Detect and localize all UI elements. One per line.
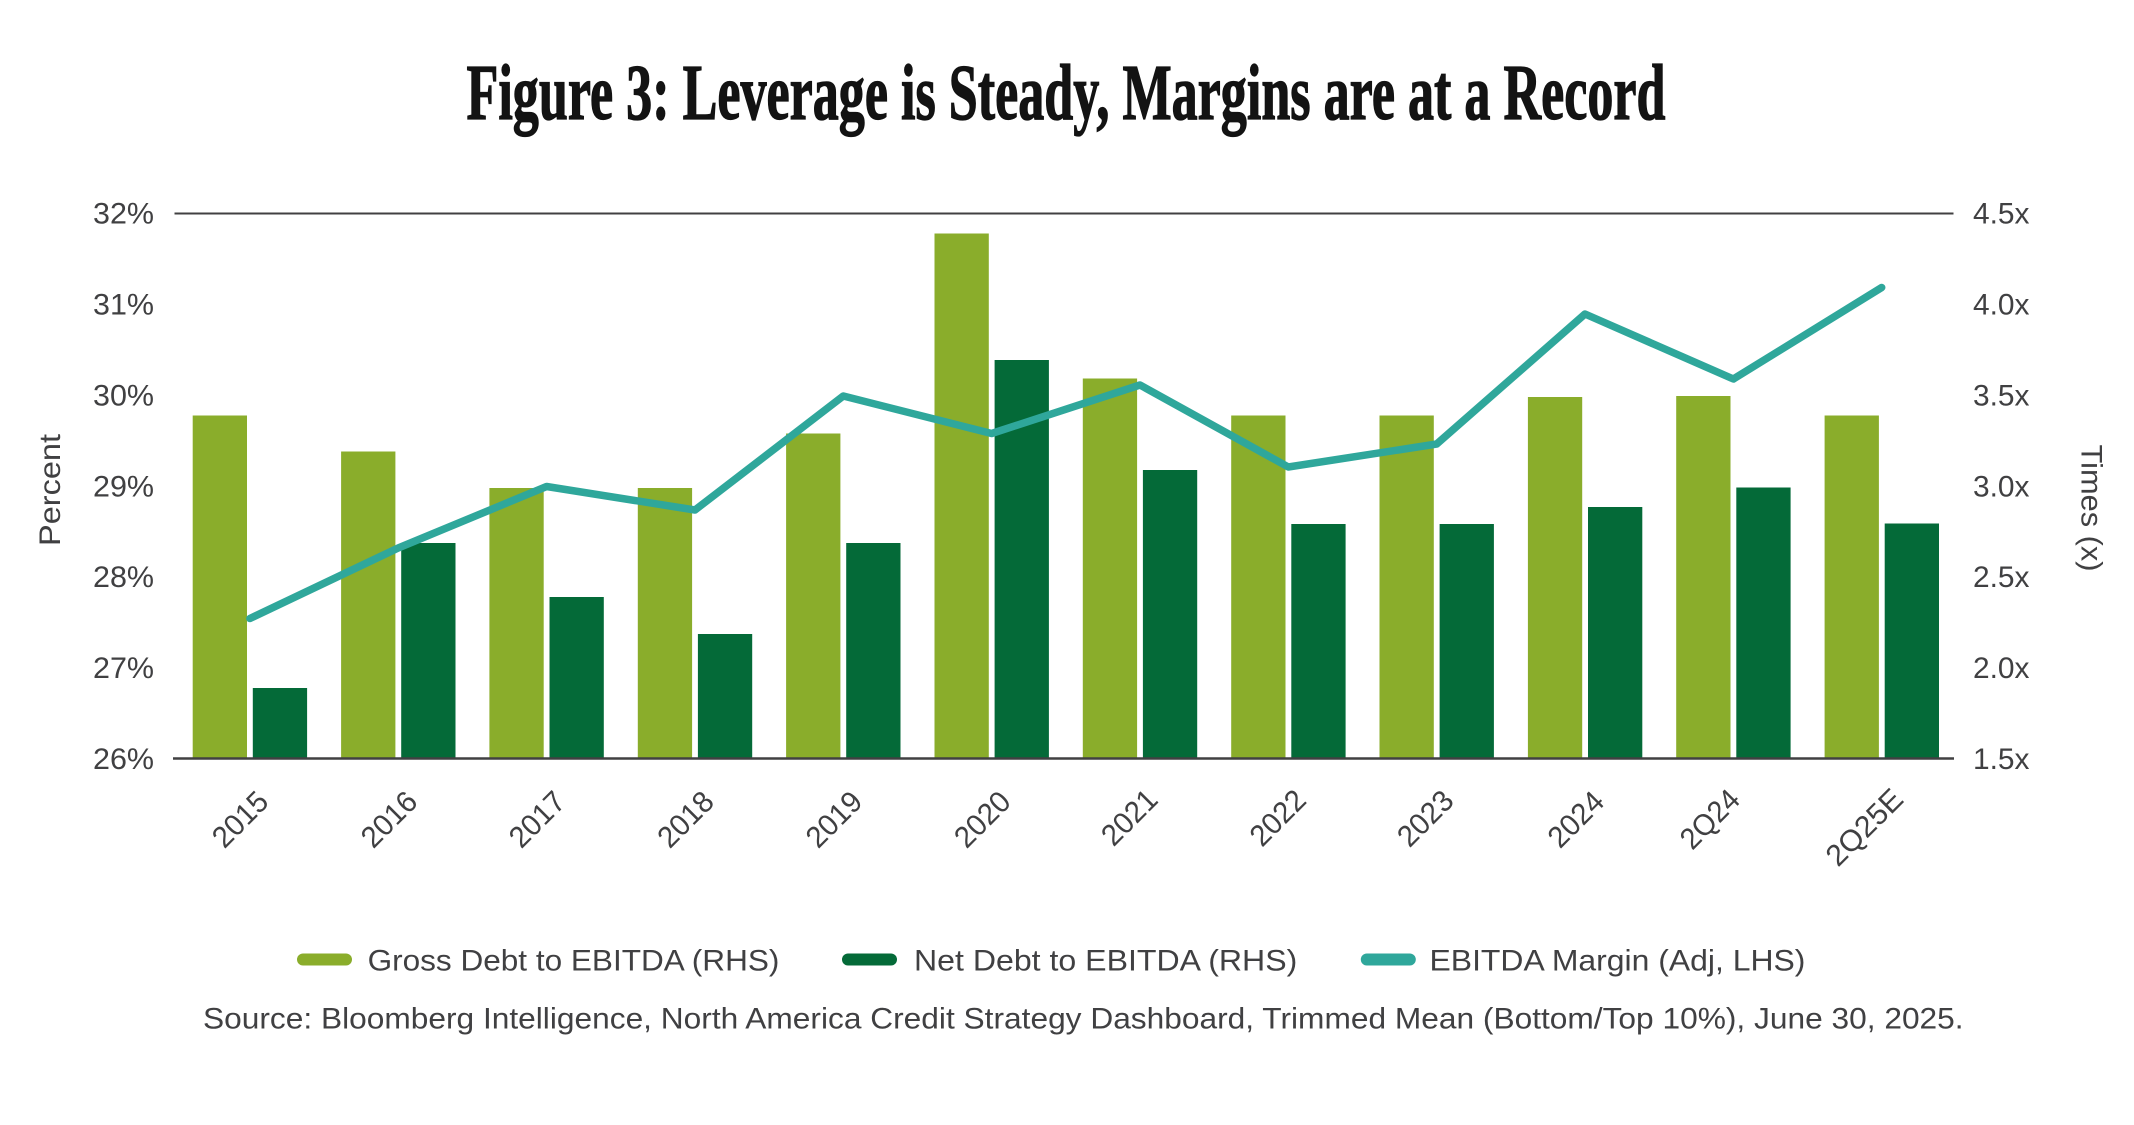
svg-text:31%: 31%	[93, 288, 154, 321]
svg-text:28%: 28%	[93, 561, 154, 594]
svg-text:3.5x: 3.5x	[1973, 379, 2030, 412]
svg-text:1.5x: 1.5x	[1973, 743, 2030, 776]
svg-text:4.0x: 4.0x	[1973, 288, 2030, 321]
svg-text:Figure 3: Leverage is Steady,: Figure 3: Leverage is Steady, Margins ar…	[467, 50, 1666, 137]
svg-text:30%: 30%	[93, 379, 154, 412]
svg-text:Percent: Percent	[34, 433, 67, 546]
svg-text:Source: Bloomberg Intelligence: Source: Bloomberg Intelligence, North Am…	[203, 1003, 1964, 1036]
svg-text:2.0x: 2.0x	[1973, 652, 2030, 685]
svg-text:EBITDA Margin (Adj, LHS): EBITDA Margin (Adj, LHS)	[1430, 945, 1806, 978]
svg-text:32%: 32%	[93, 198, 154, 231]
svg-text:27%: 27%	[93, 652, 154, 685]
svg-text:Gross Debt to EBITDA (RHS): Gross Debt to EBITDA (RHS)	[368, 945, 780, 978]
svg-text:26%: 26%	[93, 743, 154, 776]
svg-text:29%: 29%	[93, 470, 154, 503]
svg-text:Net Debt to EBITDA (RHS): Net Debt to EBITDA (RHS)	[914, 945, 1297, 978]
svg-text:3.0x: 3.0x	[1973, 470, 2030, 503]
svg-text:4.5x: 4.5x	[1973, 198, 2030, 231]
svg-text:Times (x): Times (x)	[2075, 445, 2108, 572]
svg-text:2.5x: 2.5x	[1973, 561, 2030, 594]
